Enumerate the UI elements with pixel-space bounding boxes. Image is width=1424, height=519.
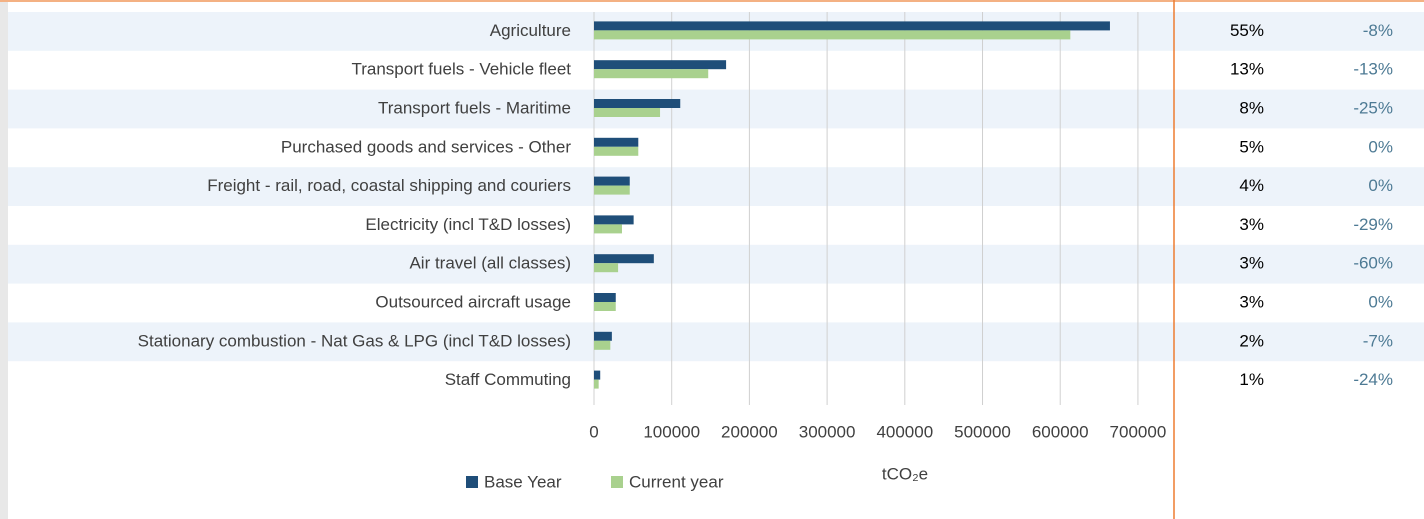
x-tick-label: 400000	[876, 422, 933, 441]
legend-label: Base Year	[484, 472, 562, 491]
share: 55%	[1230, 21, 1264, 40]
category-label: Staff Commuting	[445, 370, 571, 389]
share: 3%	[1239, 292, 1264, 311]
bar	[594, 108, 661, 117]
category-label: Air travel (all classes)	[409, 254, 571, 273]
legend-swatch	[466, 476, 478, 488]
change: -60%	[1353, 254, 1393, 273]
share: 2%	[1239, 331, 1264, 350]
bar	[594, 185, 630, 195]
change: -13%	[1353, 60, 1393, 79]
change: 0%	[1368, 176, 1393, 195]
change: -24%	[1353, 370, 1393, 389]
bar	[594, 69, 709, 79]
x-tick-label: 300000	[799, 422, 856, 441]
share: 5%	[1239, 137, 1264, 156]
bar	[594, 146, 639, 156]
x-tick-label: 200000	[721, 422, 778, 441]
left-strip	[0, 0, 8, 519]
change: -7%	[1363, 331, 1393, 350]
bar	[594, 263, 619, 273]
share: 3%	[1239, 254, 1264, 273]
bar	[594, 30, 1071, 40]
change: -25%	[1353, 98, 1393, 117]
bar	[594, 215, 634, 225]
share: 13%	[1230, 60, 1264, 79]
bar	[594, 137, 639, 147]
x-tick-label: 100000	[643, 422, 700, 441]
x-tick-label: 600000	[1032, 422, 1089, 441]
bar	[594, 331, 612, 341]
category-label: Agriculture	[490, 21, 571, 40]
bar	[594, 302, 616, 311]
change: -8%	[1363, 21, 1393, 40]
category-label: Freight - rail, road, coastal shipping a…	[207, 176, 571, 195]
category-label: Purchased goods and services - Other	[281, 137, 571, 156]
share: 4%	[1239, 176, 1264, 195]
share: 1%	[1239, 370, 1264, 389]
change: 0%	[1368, 137, 1393, 156]
bar	[594, 254, 654, 264]
row-band	[8, 244, 1424, 284]
change: -29%	[1353, 215, 1393, 234]
bar	[594, 293, 616, 302]
bar	[594, 224, 622, 234]
category-label: Transport fuels - Maritime	[378, 98, 571, 117]
legend-label: Current year	[629, 472, 724, 491]
change: 0%	[1368, 292, 1393, 311]
row-band	[8, 89, 1424, 129]
bar	[594, 370, 601, 380]
bar	[594, 379, 599, 389]
row-band	[8, 167, 1424, 206]
legend-swatch	[611, 476, 623, 488]
bar	[594, 99, 681, 108]
bar	[594, 340, 611, 350]
x-tick-label: 500000	[954, 422, 1011, 441]
category-label: Stationary combustion - Nat Gas & LPG (i…	[138, 331, 571, 350]
share: 8%	[1239, 98, 1264, 117]
bar	[594, 21, 1110, 31]
bar	[594, 60, 727, 70]
x-axis-label: tCO₂e	[882, 464, 928, 483]
share: 3%	[1239, 215, 1264, 234]
category-label: Outsourced aircraft usage	[375, 292, 571, 311]
row-band	[8, 322, 1424, 362]
x-tick-label: 0	[589, 422, 598, 441]
category-label: Electricity (incl T&D losses)	[365, 215, 571, 234]
bar	[594, 176, 630, 186]
x-tick-label: 700000	[1110, 422, 1167, 441]
category-label: Transport fuels - Vehicle fleet	[351, 60, 571, 79]
